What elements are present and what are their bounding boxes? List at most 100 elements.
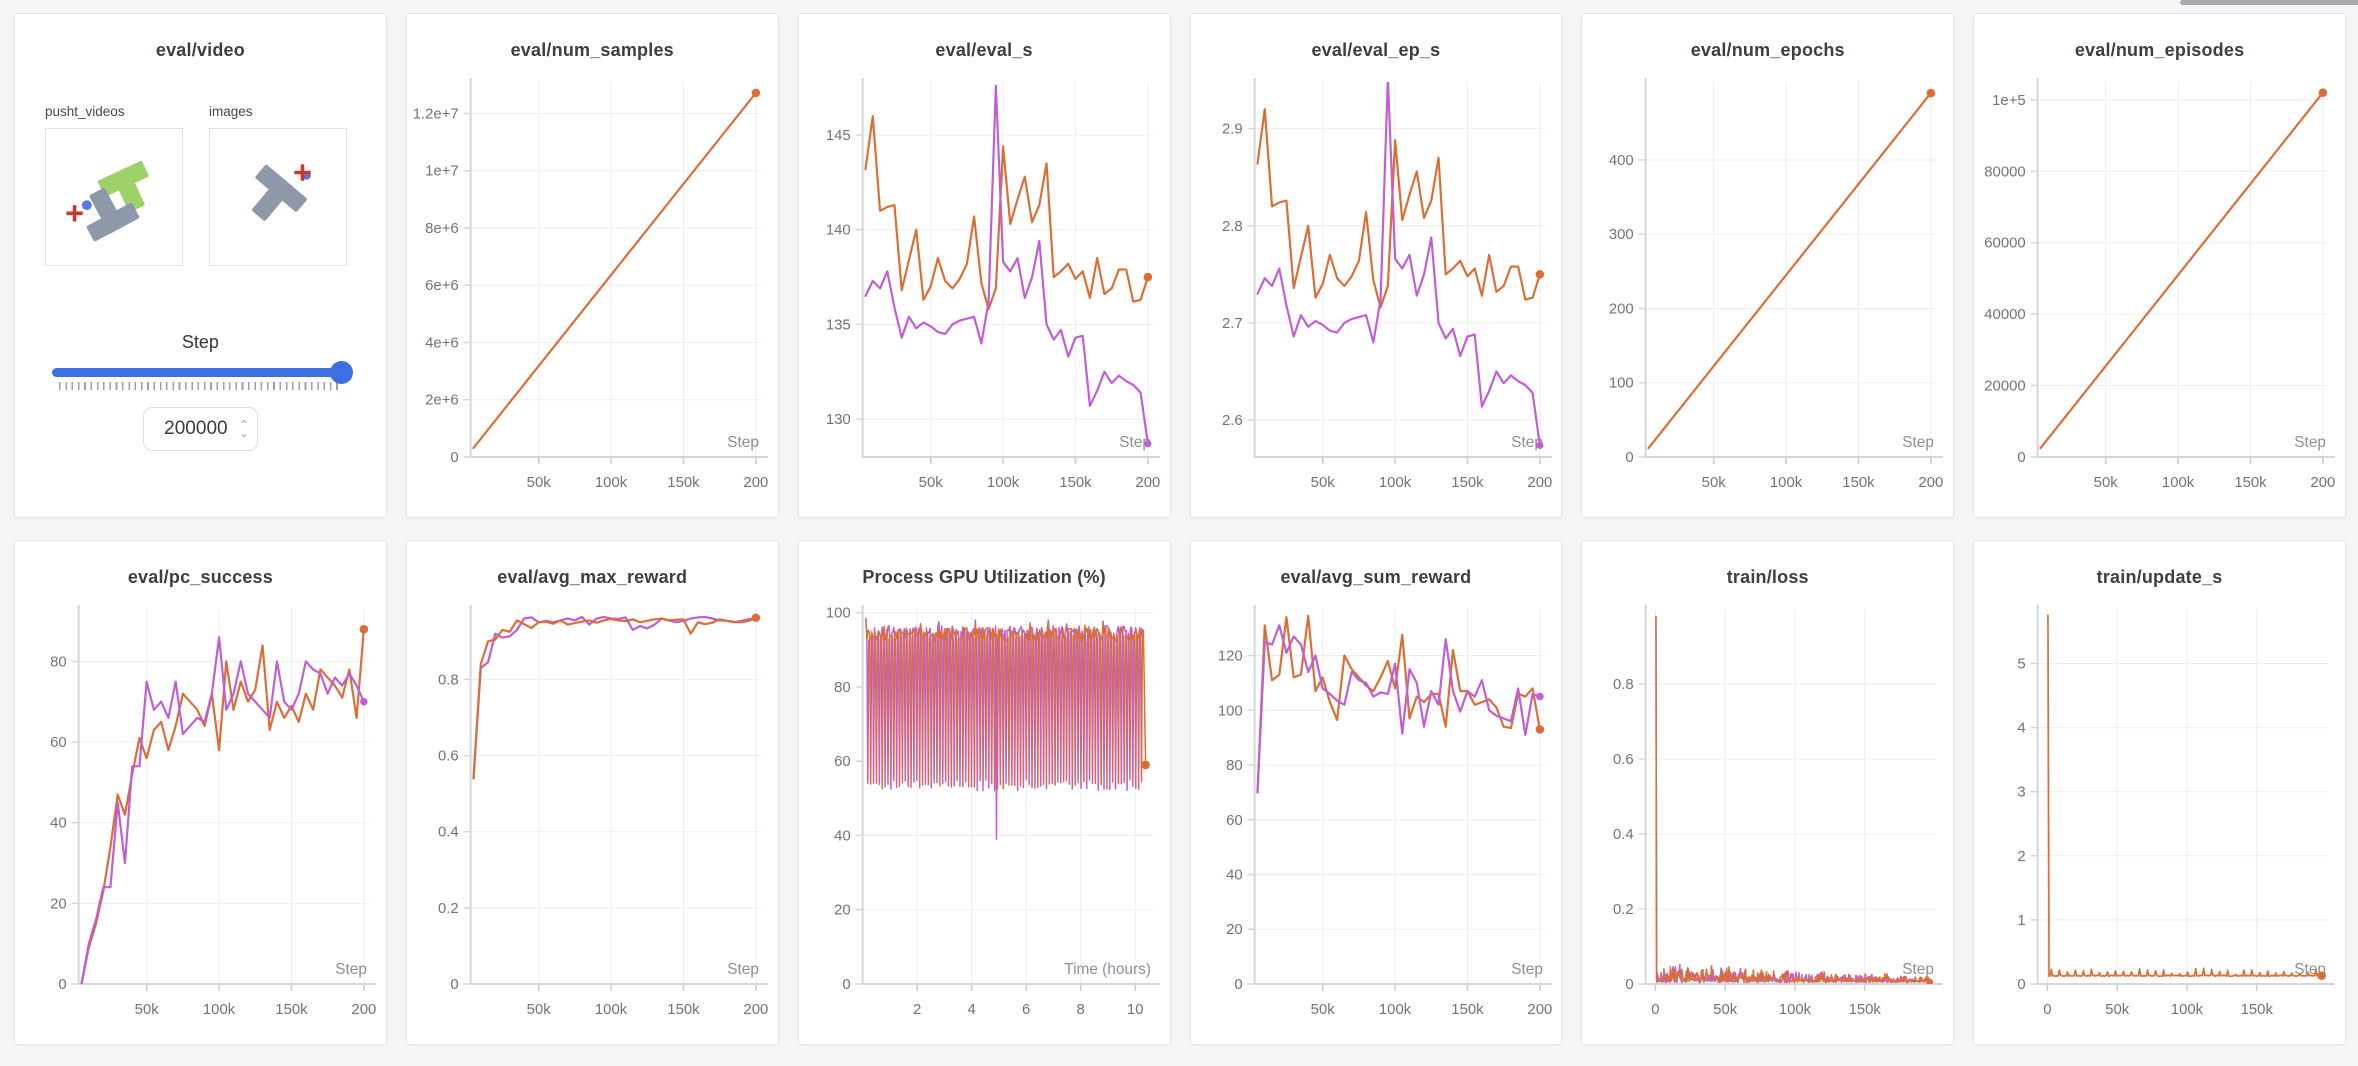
panel-title: Process GPU Utilization (%)	[862, 567, 1106, 587]
svg-text:Step: Step	[1903, 961, 1935, 978]
svg-text:40: 40	[834, 827, 851, 844]
svg-text:100k: 100k	[1779, 1001, 1812, 1018]
svg-text:0: 0	[450, 449, 458, 466]
svg-text:100k: 100k	[2162, 474, 2195, 491]
step-input[interactable]	[155, 417, 236, 441]
svg-text:50k: 50k	[526, 474, 551, 491]
panel-title: eval/pc_success	[127, 567, 273, 587]
svg-text:50k: 50k	[1713, 1001, 1738, 1018]
svg-text:100k: 100k	[987, 474, 1020, 491]
panel-eval-pc-success: eval/pc_success 50k 100k 150k 200 0 20 40 60 80 S…	[14, 540, 387, 1045]
svg-text:200: 200	[1919, 474, 1944, 491]
svg-text:40: 40	[50, 815, 67, 832]
panel-title: eval/num_episodes	[2074, 40, 2245, 60]
panel-process-gpu-utilization: Process GPU Utilization (%) 2 4 6 8 10 0 20 40 6…	[797, 540, 1171, 1045]
svg-text:200: 200	[1609, 300, 1634, 317]
media-card-pusht-videos: pusht_videos	[45, 104, 183, 266]
svg-text:Step: Step	[1119, 434, 1151, 451]
panel-train-update-s: train/update_s 0 50k 100k 150k 0 1 2 3 4 5 Step	[1973, 540, 2346, 1045]
svg-text:2.9: 2.9	[1221, 121, 1242, 138]
line-chart-eval-avg-sum-reward[interactable]: 50k 100k 150k 200 0 20 40 60 80 100 120 Step	[1191, 597, 1562, 1042]
step-input-box: ⌃ ⌄	[142, 407, 258, 451]
svg-text:50k: 50k	[1702, 474, 1727, 491]
svg-text:6e+6: 6e+6	[425, 277, 459, 294]
svg-text:0.4: 0.4	[1613, 826, 1634, 843]
svg-text:200: 200	[743, 1001, 768, 1018]
svg-text:100k: 100k	[595, 1001, 628, 1018]
line-chart-eval-eval-ep-s[interactable]: 50k 100k 150k 200 2.6 2.7 2.8 2.9 Step	[1191, 70, 1562, 515]
line-chart-eval-eval-s[interactable]: 50k 100k 150k 200 130 135 140 145 Step	[799, 70, 1170, 515]
svg-text:4e+6: 4e+6	[425, 334, 459, 351]
line-chart-eval-num-episodes[interactable]: 50k 100k 150k 200 0 20000 40000 60000 80000 1e+5 S…	[1974, 70, 2345, 515]
svg-text:20000: 20000	[1984, 378, 2025, 395]
svg-text:5: 5	[2018, 655, 2026, 672]
svg-text:150k: 150k	[2241, 1001, 2274, 1018]
svg-text:80: 80	[50, 653, 67, 670]
svg-text:0: 0	[842, 976, 850, 993]
panel-eval-video: eval/video pusht_videos	[14, 13, 387, 518]
line-chart-eval-num-samples[interactable]: 50k 100k 150k 200 0 2e+6 4e+6 6e+6 8e+6 1e+7 1.2e+…	[407, 70, 778, 515]
svg-text:Step: Step	[1511, 961, 1543, 978]
svg-text:100: 100	[1609, 375, 1634, 392]
svg-text:0: 0	[450, 976, 458, 993]
svg-text:200: 200	[1135, 474, 1160, 491]
svg-text:80: 80	[834, 679, 851, 696]
panel-eval-num-episodes: eval/num_episodes 50k 100k 150k 200 0 20000 40…	[1973, 13, 2346, 518]
svg-text:100k: 100k	[1378, 474, 1411, 491]
svg-text:0: 0	[2018, 449, 2026, 466]
line-chart-eval-num-epochs[interactable]: 50k 100k 150k 200 0 100 200 300 400 Step	[1582, 70, 1953, 515]
panel-title: eval/video	[155, 40, 245, 60]
svg-text:Step: Step	[1511, 434, 1543, 451]
svg-text:Step: Step	[2294, 434, 2326, 451]
stepper-up-icon[interactable]: ⌃	[238, 418, 249, 432]
svg-text:0.2: 0.2	[438, 900, 459, 917]
panel-title: eval/num_epochs	[1690, 40, 1845, 60]
svg-text:150k: 150k	[1843, 474, 1876, 491]
panel-train-loss: train/loss 0 50k 100k 150k 0 0.2 0.4 0.6 0.8 Step	[1581, 540, 1955, 1045]
svg-text:145: 145	[825, 127, 850, 144]
pusht-scene-drawing	[66, 161, 149, 242]
agent-dot	[81, 200, 92, 211]
svg-text:100k: 100k	[2171, 1001, 2204, 1018]
svg-text:20: 20	[50, 895, 67, 912]
line-chart-train-loss[interactable]: 0 50k 100k 150k 0 0.2 0.4 0.6 0.8 Step	[1582, 597, 1953, 1042]
line-chart-eval-pc-success[interactable]: 50k 100k 150k 200 0 20 40 60 80 Step	[15, 597, 386, 1042]
svg-text:2e+6: 2e+6	[425, 392, 459, 409]
media-label: images	[209, 104, 253, 119]
images-thumbnail[interactable]	[209, 128, 347, 266]
svg-text:100: 100	[825, 605, 850, 622]
svg-text:150k: 150k	[1059, 474, 1092, 491]
svg-text:1e+7: 1e+7	[425, 163, 459, 180]
svg-text:200: 200	[351, 1001, 376, 1018]
horizontal-scrollbar[interactable]	[2180, 0, 2358, 5]
svg-text:2.7: 2.7	[1221, 315, 1242, 332]
svg-text:3: 3	[2018, 784, 2026, 801]
goal-cross-marker	[294, 164, 311, 181]
svg-text:0: 0	[2018, 976, 2026, 993]
panel-title: eval/eval_s	[935, 40, 1033, 60]
svg-text:2: 2	[913, 1001, 921, 1018]
svg-text:0: 0	[58, 976, 66, 993]
stepper-down-icon[interactable]: ⌄	[238, 426, 249, 440]
svg-text:200: 200	[2311, 474, 2336, 491]
svg-text:1e+5: 1e+5	[1992, 92, 2026, 109]
svg-text:150k: 150k	[2234, 474, 2267, 491]
svg-text:0: 0	[1234, 976, 1242, 993]
panel-eval-num-epochs: eval/num_epochs 50k 100k 150k 200 0 100 200 300…	[1581, 13, 1955, 518]
svg-text:100: 100	[1217, 702, 1242, 719]
pusht-video-thumbnail[interactable]	[45, 128, 183, 266]
line-chart-eval-avg-max-reward[interactable]: 50k 100k 150k 200 0 0.2 0.4 0.6 0.8 Step	[407, 597, 778, 1042]
svg-text:20: 20	[1226, 921, 1243, 938]
svg-text:4: 4	[2018, 720, 2026, 737]
svg-text:0: 0	[1626, 976, 1634, 993]
svg-text:60: 60	[834, 753, 851, 770]
slider-track[interactable]	[52, 368, 349, 377]
stepper-arrows: ⌃ ⌄	[238, 418, 249, 440]
slider-thumb[interactable]	[330, 361, 354, 384]
panel-title: train/loss	[1726, 567, 1809, 587]
svg-text:60: 60	[1226, 812, 1243, 829]
step-slider[interactable]	[52, 361, 354, 384]
